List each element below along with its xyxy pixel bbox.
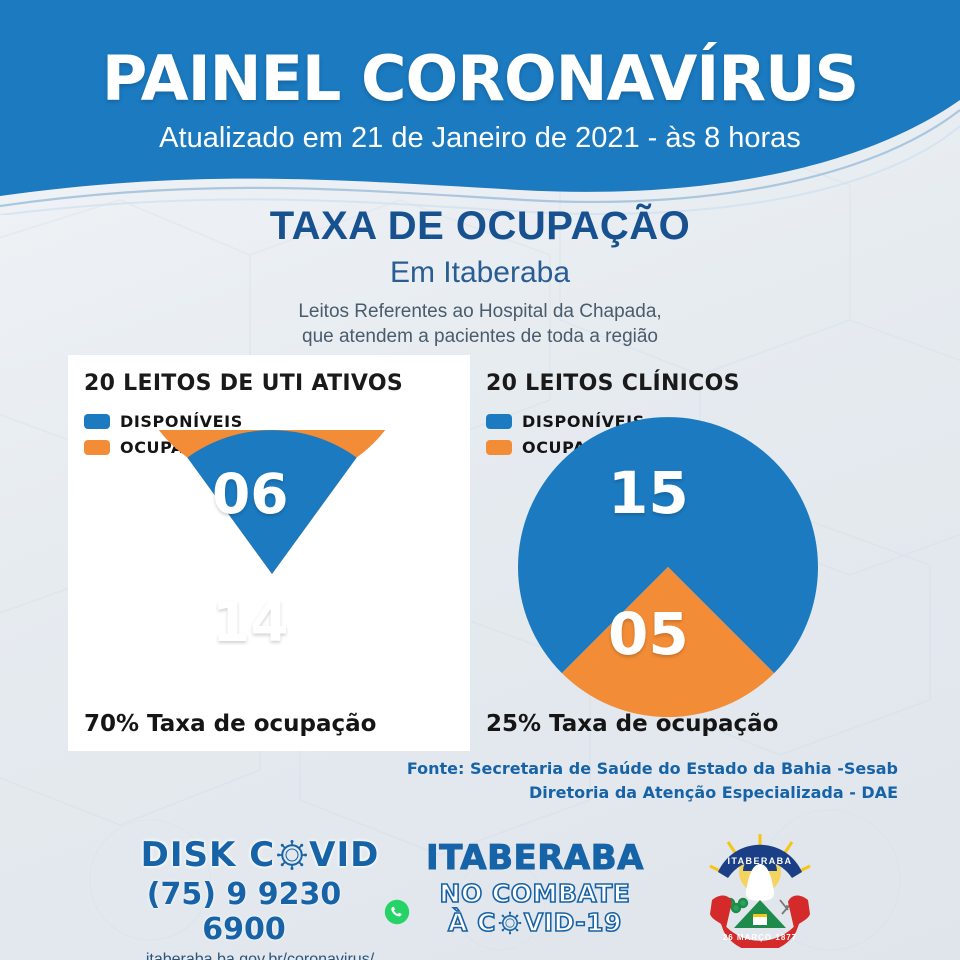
campaign-logo: ITABERABA NO COMBATE À C: [400, 838, 670, 938]
disk-covid-title: DISK C: [110, 835, 410, 875]
pie-slice-available: [518, 417, 818, 674]
disk-covid-block: DISK C: [110, 835, 410, 960]
panel-uti: 20 LEITOS DE UTI ATIVOS DISPONÍVEIS OCUP…: [68, 197, 470, 751]
legend-swatch-occupied-icon: [486, 439, 512, 455]
pie-slice-occupied: [561, 567, 775, 718]
header-banner: PAINEL CORONAVÍRUS Atualizado em 21 de J…: [0, 0, 960, 215]
campaign-line-3-part-2: VID-19: [523, 907, 622, 938]
disk-covid-url[interactable]: itaberaba.ba.gov.br/coronavirus/: [145, 951, 375, 960]
panel-uti-footer: 70% Taxa de ocupação: [84, 711, 377, 737]
virus-icon: [277, 840, 308, 870]
pie-value-occupied: 14: [212, 590, 289, 654]
legend-label-available: DISPONÍVEIS: [522, 411, 645, 431]
whatsapp-icon[interactable]: [384, 898, 410, 926]
pie-value-occupied: 05: [608, 600, 689, 668]
section-title: TAXA DE OCUPAÇÃO: [269, 204, 691, 248]
disk-covid-phone: (75) 9 9230 6900: [146, 877, 342, 947]
pie-chart-uti: 06 14: [128, 197, 417, 723]
header-wave-shape: [0, 0, 960, 215]
campaign-line-1: ITABERABA: [426, 838, 644, 879]
section-note-line-2: que atendem a pacientes de toda a região: [302, 326, 658, 347]
pie-value-available: 06: [212, 462, 289, 526]
pie-value-available: 15: [608, 459, 689, 527]
section-city: Em Itaberaba: [389, 256, 571, 289]
pie-chart-clinicos: 15 05: [518, 417, 818, 722]
header-subtitle: Atualizado em 21 de Janeiro de 2021 - às…: [159, 122, 801, 154]
campaign-line-3-part-1: À C: [447, 907, 496, 938]
legend-item-available: DISPONÍVEIS: [486, 408, 645, 434]
campaign-line-3: À C: [400, 907, 670, 938]
virus-icon: [498, 911, 522, 934]
panel-clinicos: 20 LEITOS CLÍNICOS DISPONÍVEIS OCUPADOS …: [470, 355, 872, 751]
panel-clinicos-footer: 25% Taxa de ocupação: [486, 711, 779, 737]
crest-ribbon-date: 26 MARÇO 1877: [723, 933, 797, 942]
legend-item-available: DISPONÍVEIS: [84, 408, 243, 434]
legend-swatch-available-icon: [84, 413, 110, 429]
page-title: PAINEL CORONAVÍRUS: [101, 42, 859, 115]
city-coat-of-arms: ITABERABA 26 MARÇO 1877: [700, 828, 820, 953]
source-line-2: Diretoria da Atenção Especializada - DAE: [528, 783, 898, 802]
section-header: TAXA DE OCUPAÇÃO Em Itaberaba Leitos Ref…: [0, 203, 960, 349]
legend-swatch-available-icon: [486, 413, 512, 429]
section-note-line-1: Leitos Referentes ao Hospital da Chapada…: [298, 301, 662, 322]
panel-uti-heading: 20 LEITOS DE UTI ATIVOS: [84, 371, 403, 396]
disk-covid-title-part-2: VID: [309, 835, 380, 875]
disk-covid-title-part-1: DISK C: [140, 835, 276, 875]
panel-clinicos-heading: 20 LEITOS CLÍNICOS: [486, 371, 740, 396]
source-note: Fonte: Secretaria de Saúde do Estado da …: [298, 757, 898, 805]
legend-swatch-occupied-icon: [84, 439, 110, 455]
pie-slice-available: [187, 430, 357, 574]
footer-branding: DISK C: [0, 820, 960, 960]
crest-city-name: ITABERABA: [728, 856, 793, 866]
legend-label-available: DISPONÍVEIS: [120, 411, 243, 431]
disk-covid-phone-row[interactable]: (75) 9 9230 6900: [110, 877, 410, 947]
campaign-line-2: NO COMBATE: [439, 878, 631, 909]
source-line-1: Fonte: Secretaria de Saúde do Estado da …: [406, 759, 898, 778]
panel-clinicos-legend: DISPONÍVEIS OCUPADOS: [486, 408, 645, 460]
